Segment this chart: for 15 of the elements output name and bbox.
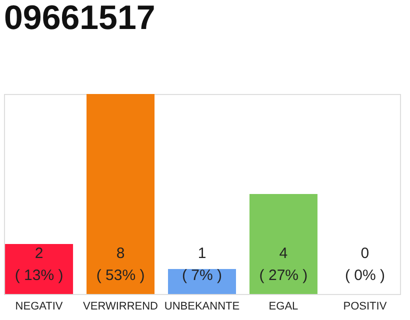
x-tick-label: NEGATIV — [15, 300, 64, 312]
bar — [5, 244, 74, 294]
data-label: 4 ( 27% ) — [259, 245, 308, 284]
bar — [249, 194, 318, 294]
bar — [168, 269, 236, 294]
bar — [86, 94, 155, 294]
x-tick-label: UNBEKANNTE — [164, 300, 240, 312]
data-label: 0 ( 0% ) — [344, 245, 385, 284]
data-label: 2 ( 13% ) — [14, 245, 64, 284]
chart-title: 09661517 — [4, 0, 156, 37]
data-label: 1 ( 7% ) — [182, 245, 222, 284]
x-tick-label: EGAL — [268, 300, 298, 312]
x-tick-label: VERWIRREND — [83, 300, 158, 312]
data-label: 8 ( 53% ) — [96, 245, 145, 284]
x-tick-label: POSITIV — [343, 300, 388, 312]
